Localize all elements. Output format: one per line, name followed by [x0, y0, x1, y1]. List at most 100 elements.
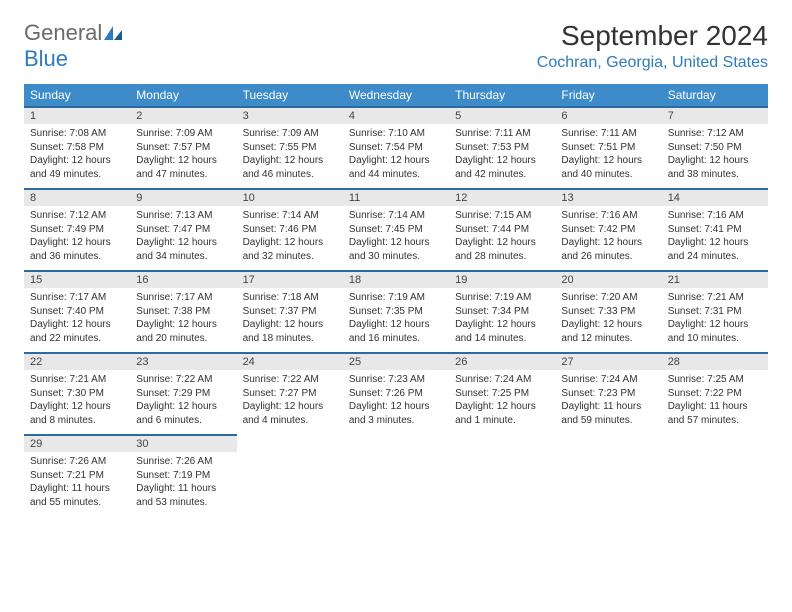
daylight-line2: and 18 minutes. [243, 332, 337, 346]
sunrise: Sunrise: 7:13 AM [136, 209, 230, 223]
calendar-cell: 10Sunrise: 7:14 AMSunset: 7:46 PMDayligh… [237, 188, 343, 270]
calendar-row: 15Sunrise: 7:17 AMSunset: 7:40 PMDayligh… [24, 270, 768, 352]
daylight-line2: and 6 minutes. [136, 414, 230, 428]
day-number: 17 [237, 270, 343, 288]
daylight-line1: Daylight: 12 hours [136, 236, 230, 250]
day-number: 14 [662, 188, 768, 206]
day-details: Sunrise: 7:14 AMSunset: 7:46 PMDaylight:… [237, 206, 343, 266]
day-details: Sunrise: 7:26 AMSunset: 7:19 PMDaylight:… [130, 452, 236, 512]
daylight-line2: and 14 minutes. [455, 332, 549, 346]
weekday-header: Thursday [449, 84, 555, 106]
sunset: Sunset: 7:38 PM [136, 305, 230, 319]
day-number: 6 [555, 106, 661, 124]
sunset: Sunset: 7:46 PM [243, 223, 337, 237]
day-details: Sunrise: 7:22 AMSunset: 7:29 PMDaylight:… [130, 370, 236, 430]
sunset: Sunset: 7:22 PM [668, 387, 762, 401]
sunset: Sunset: 7:55 PM [243, 141, 337, 155]
calendar-cell: 9Sunrise: 7:13 AMSunset: 7:47 PMDaylight… [130, 188, 236, 270]
daylight-line1: Daylight: 12 hours [349, 400, 443, 414]
sunrise: Sunrise: 7:11 AM [561, 127, 655, 141]
day-number: 13 [555, 188, 661, 206]
daylight-line1: Daylight: 12 hours [561, 318, 655, 332]
day-details: Sunrise: 7:19 AMSunset: 7:35 PMDaylight:… [343, 288, 449, 348]
daylight-line2: and 42 minutes. [455, 168, 549, 182]
sunrise: Sunrise: 7:17 AM [136, 291, 230, 305]
day-details: Sunrise: 7:16 AMSunset: 7:42 PMDaylight:… [555, 206, 661, 266]
daylight-line1: Daylight: 12 hours [455, 154, 549, 168]
daylight-line2: and 12 minutes. [561, 332, 655, 346]
daylight-line1: Daylight: 12 hours [455, 318, 549, 332]
daylight-line1: Daylight: 12 hours [30, 154, 124, 168]
sunset: Sunset: 7:49 PM [30, 223, 124, 237]
logo-text: General Blue [24, 20, 122, 72]
day-number: 29 [24, 434, 130, 452]
daylight-line2: and 24 minutes. [668, 250, 762, 264]
calendar-cell: 27Sunrise: 7:24 AMSunset: 7:23 PMDayligh… [555, 352, 661, 434]
day-details: Sunrise: 7:20 AMSunset: 7:33 PMDaylight:… [555, 288, 661, 348]
sunrise: Sunrise: 7:11 AM [455, 127, 549, 141]
day-details: Sunrise: 7:25 AMSunset: 7:22 PMDaylight:… [662, 370, 768, 430]
sunset: Sunset: 7:41 PM [668, 223, 762, 237]
logo: General Blue [24, 20, 122, 72]
day-details: Sunrise: 7:13 AMSunset: 7:47 PMDaylight:… [130, 206, 236, 266]
daylight-line1: Daylight: 12 hours [243, 154, 337, 168]
calendar-cell: 18Sunrise: 7:19 AMSunset: 7:35 PMDayligh… [343, 270, 449, 352]
sunrise: Sunrise: 7:22 AM [243, 373, 337, 387]
daylight-line1: Daylight: 12 hours [30, 318, 124, 332]
daylight-line2: and 26 minutes. [561, 250, 655, 264]
calendar-cell [449, 434, 555, 516]
calendar-cell: 16Sunrise: 7:17 AMSunset: 7:38 PMDayligh… [130, 270, 236, 352]
daylight-line1: Daylight: 11 hours [561, 400, 655, 414]
calendar-cell: 14Sunrise: 7:16 AMSunset: 7:41 PMDayligh… [662, 188, 768, 270]
location: Cochran, Georgia, United States [537, 54, 768, 72]
sunset: Sunset: 7:26 PM [349, 387, 443, 401]
sunset: Sunset: 7:21 PM [30, 469, 124, 483]
daylight-line2: and 10 minutes. [668, 332, 762, 346]
day-number: 12 [449, 188, 555, 206]
calendar-cell: 28Sunrise: 7:25 AMSunset: 7:22 PMDayligh… [662, 352, 768, 434]
daylight-line1: Daylight: 12 hours [136, 400, 230, 414]
day-number: 15 [24, 270, 130, 288]
daylight-line1: Daylight: 12 hours [243, 318, 337, 332]
day-number: 9 [130, 188, 236, 206]
day-details: Sunrise: 7:12 AMSunset: 7:49 PMDaylight:… [24, 206, 130, 266]
calendar-cell: 19Sunrise: 7:19 AMSunset: 7:34 PMDayligh… [449, 270, 555, 352]
calendar-cell: 24Sunrise: 7:22 AMSunset: 7:27 PMDayligh… [237, 352, 343, 434]
daylight-line1: Daylight: 12 hours [30, 400, 124, 414]
daylight-line1: Daylight: 12 hours [668, 318, 762, 332]
daylight-line1: Daylight: 12 hours [30, 236, 124, 250]
sunset: Sunset: 7:25 PM [455, 387, 549, 401]
calendar-cell: 15 Sunrise: 7:17 AMSunset: 7:40 PMDayligh… [24, 270, 130, 352]
sunset: Sunset: 7:40 PM [30, 305, 124, 319]
day-number: 22 [24, 352, 130, 370]
sunrise: Sunrise: 7:19 AM [349, 291, 443, 305]
calendar-cell: 26Sunrise: 7:24 AMSunset: 7:25 PMDayligh… [449, 352, 555, 434]
daylight-line1: Daylight: 12 hours [136, 154, 230, 168]
daylight-line2: and 22 minutes. [30, 332, 124, 346]
sunrise: Sunrise: 7:22 AM [136, 373, 230, 387]
sunrise: Sunrise: 7:17 AM [30, 291, 124, 305]
calendar-cell: 6Sunrise: 7:11 AMSunset: 7:51 PMDaylight… [555, 106, 661, 188]
day-number: 10 [237, 188, 343, 206]
calendar-cell [237, 434, 343, 516]
daylight-line2: and 49 minutes. [30, 168, 124, 182]
daylight-line2: and 36 minutes. [30, 250, 124, 264]
day-number: 5 [449, 106, 555, 124]
sunset: Sunset: 7:54 PM [349, 141, 443, 155]
sunrise: Sunrise: 7:08 AM [30, 127, 124, 141]
daylight-line2: and 8 minutes. [30, 414, 124, 428]
daylight-line2: and 57 minutes. [668, 414, 762, 428]
day-number: 26 [449, 352, 555, 370]
calendar-cell: 17Sunrise: 7:18 AMSunset: 7:37 PMDayligh… [237, 270, 343, 352]
sunset: Sunset: 7:19 PM [136, 469, 230, 483]
weekday-header: Friday [555, 84, 661, 106]
daylight-line2: and 59 minutes. [561, 414, 655, 428]
weekday-header: Sunday [24, 84, 130, 106]
sunset: Sunset: 7:50 PM [668, 141, 762, 155]
daylight-line2: and 44 minutes. [349, 168, 443, 182]
sunrise: Sunrise: 7:14 AM [349, 209, 443, 223]
calendar-cell: 22Sunrise: 7:21 AMSunset: 7:30 PMDayligh… [24, 352, 130, 434]
sunrise: Sunrise: 7:24 AM [455, 373, 549, 387]
page-title: September 2024 [537, 20, 768, 52]
daylight-line1: Daylight: 11 hours [30, 482, 124, 496]
